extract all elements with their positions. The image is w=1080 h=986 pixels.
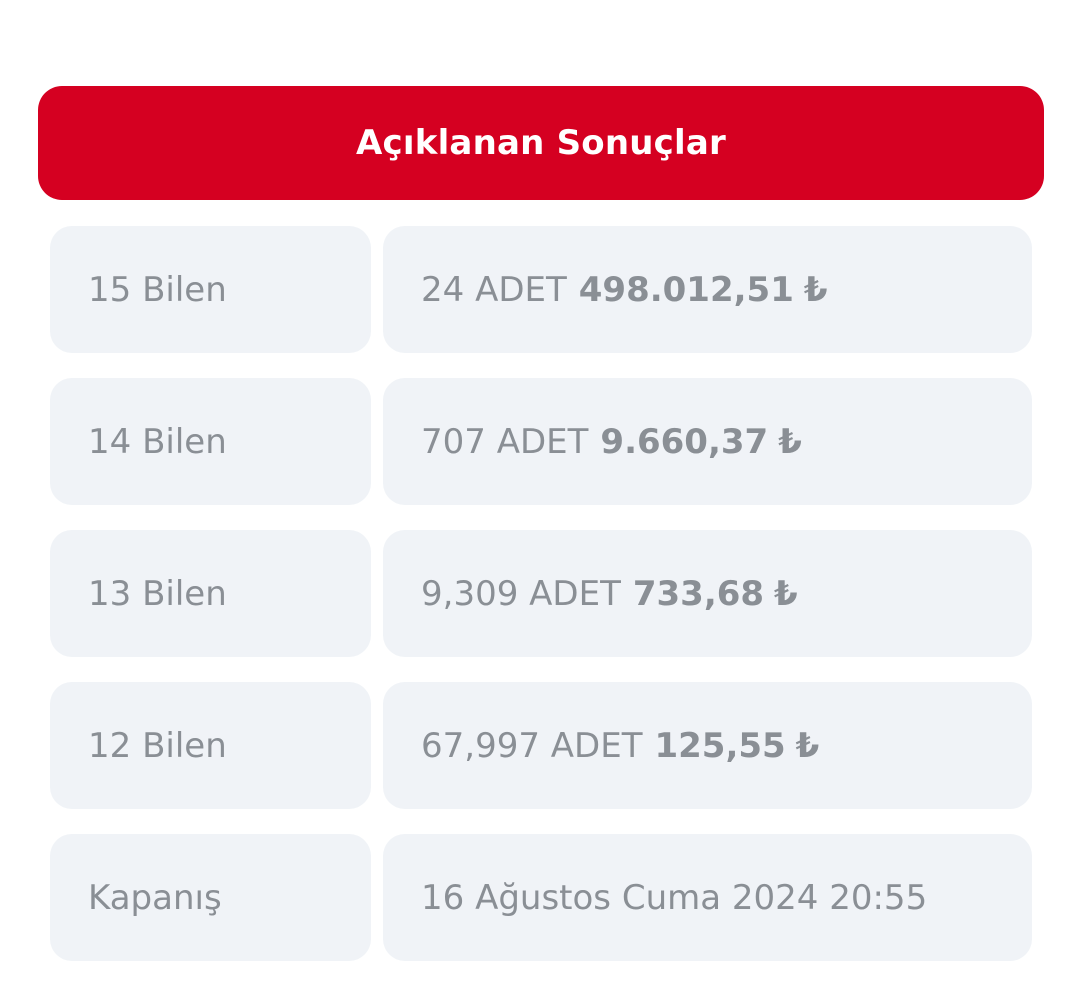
prize-amount: 9.660,37 [600,421,769,462]
result-value-cell: 67,997 ADET 125,55 ₺ [383,682,1032,809]
result-row-15: 15 Bilen 24 ADET 498.012,51 ₺ [50,226,1032,353]
result-row-14: 14 Bilen 707 ADET 9.660,37 ₺ [50,378,1032,505]
lira-icon: ₺ [774,573,798,614]
result-row-13: 13 Bilen 9,309 ADET 733,68 ₺ [50,530,1032,657]
result-value-cell: 707 ADET 9.660,37 ₺ [383,378,1032,505]
prize-amount: 498.012,51 [578,269,794,310]
result-label: 15 Bilen [88,269,227,310]
results-header: Açıklanan Sonuçlar [38,86,1044,200]
result-label: 13 Bilen [88,573,227,614]
prize-amount: 733,68 [632,573,765,614]
winner-count: 67,997 ADET [421,725,643,766]
result-value-cell: 9,309 ADET 733,68 ₺ [383,530,1032,657]
closing-value-cell: 16 Ağustos Cuma 2024 20:55 [383,834,1032,961]
lira-icon: ₺ [778,421,802,462]
closing-row: Kapanış 16 Ağustos Cuma 2024 20:55 [50,834,1032,961]
lira-icon: ₺ [795,725,820,766]
closing-label: Kapanış [88,877,222,918]
result-value-cell: 24 ADET 498.012,51 ₺ [383,226,1032,353]
winner-count: 9,309 ADET [421,573,621,614]
result-label: 12 Bilen [88,725,227,766]
result-label-cell: 14 Bilen [50,378,371,505]
result-row-12: 12 Bilen 67,997 ADET 125,55 ₺ [50,682,1032,809]
result-label: 14 Bilen [88,421,227,462]
header-title: Açıklanan Sonuçlar [356,123,726,163]
prize-amount: 125,55 [654,725,786,766]
results-table: 15 Bilen 24 ADET 498.012,51 ₺ 14 Bilen 7… [50,226,1032,986]
closing-datetime: 16 Ağustos Cuma 2024 20:55 [421,877,928,918]
result-label-cell: 15 Bilen [50,226,371,353]
closing-label-cell: Kapanış [50,834,371,961]
winner-count: 24 ADET [421,269,567,310]
result-label-cell: 12 Bilen [50,682,371,809]
lira-icon: ₺ [803,269,828,310]
result-label-cell: 13 Bilen [50,530,371,657]
winner-count: 707 ADET [421,421,589,462]
